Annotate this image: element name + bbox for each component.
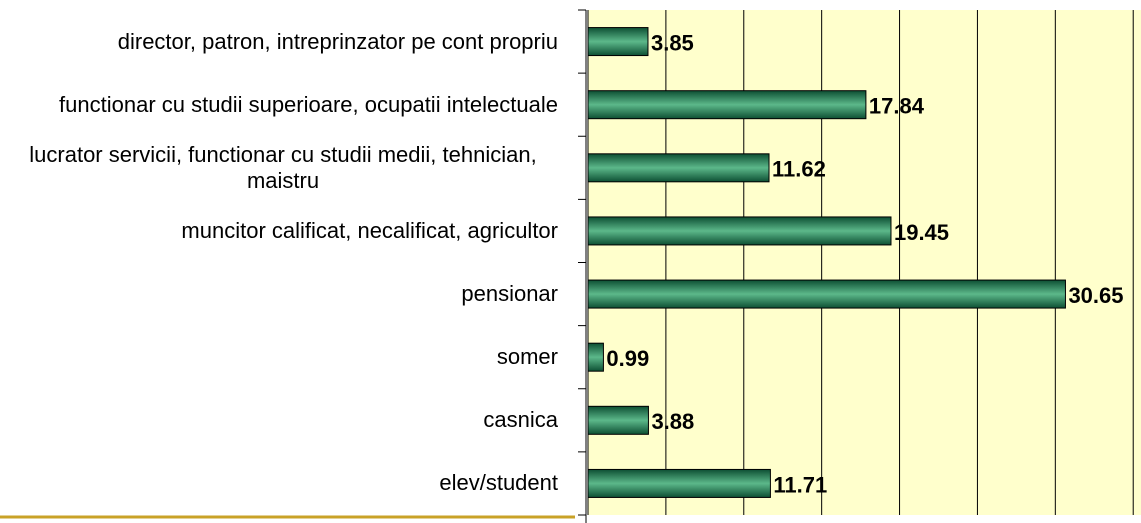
value-label: 11.62: [772, 157, 826, 182]
category-label: lucrator servicii, functionar cu studii …: [0, 136, 558, 199]
value-label: 11.71: [773, 472, 827, 497]
category-text: muncitor calificat, necalificat, agricul…: [181, 217, 558, 243]
value-label: 3.85: [651, 30, 694, 55]
bar: [587, 342, 604, 372]
category-text: elev/student: [439, 470, 558, 496]
category-text: functionar cu studii superioare, ocupati…: [59, 91, 558, 117]
bar: [587, 27, 649, 57]
category-text: director, patron, intreprinzator pe cont…: [117, 28, 558, 54]
value-label: 17.84: [869, 94, 925, 119]
bar: [587, 90, 867, 120]
category-label: functionar cu studii superioare, ocupati…: [0, 73, 558, 136]
value-label: 19.45: [894, 220, 949, 245]
category-label: pensionar: [0, 263, 558, 326]
plot-background: [588, 10, 1141, 515]
value-label: 3.88: [651, 409, 694, 434]
bar: [587, 153, 770, 183]
bar: [587, 405, 649, 435]
bar: [587, 468, 771, 498]
category-label: elev/student: [0, 452, 558, 515]
category-label: muncitor calificat, necalificat, agricul…: [0, 199, 558, 262]
category-label: director, patron, intreprinzator pe cont…: [0, 10, 558, 73]
category-text: pensionar: [461, 281, 558, 307]
category-label: casnica: [0, 389, 558, 452]
category-label: somer: [0, 326, 558, 389]
category-text: somer: [496, 344, 558, 370]
value-label: 0.99: [606, 346, 649, 371]
bar: [587, 279, 1066, 309]
category-text: casnica: [483, 407, 558, 433]
bar: [587, 216, 892, 246]
value-label: 30.65: [1068, 283, 1123, 308]
category-text: lucrator servicii, functionar cu studii …: [29, 141, 537, 193]
